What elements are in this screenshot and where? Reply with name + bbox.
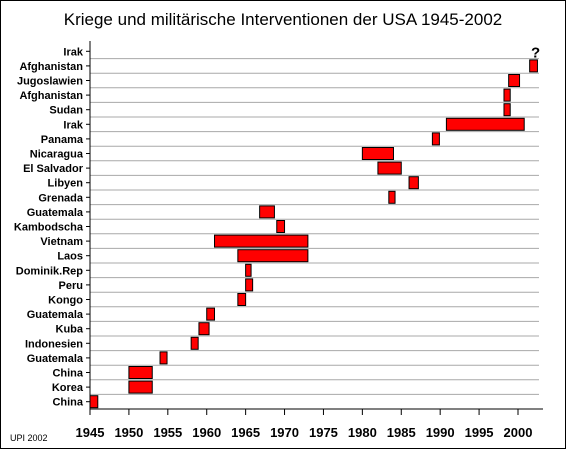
bar-7 bbox=[361, 147, 394, 160]
bar-1 bbox=[529, 59, 538, 73]
category-label: China bbox=[52, 368, 83, 380]
chart-title: Kriege und militärische Interventionen d… bbox=[63, 10, 503, 29]
x-tick-label: 1970 bbox=[270, 425, 299, 440]
category-label: Peru bbox=[59, 280, 83, 292]
bar-18 bbox=[206, 307, 216, 321]
x-tick-label: 1975 bbox=[309, 425, 338, 440]
category-label: Dominik.Rep bbox=[16, 265, 84, 277]
category-label: El Salvador bbox=[23, 163, 84, 175]
category-label: Irak bbox=[63, 46, 83, 58]
bar-15 bbox=[245, 263, 252, 277]
bar-4 bbox=[503, 103, 511, 117]
category-label: Sudan bbox=[49, 105, 83, 117]
source-credit: UPI 2002 bbox=[10, 433, 48, 443]
category-label: Libyen bbox=[48, 178, 84, 190]
bar-17 bbox=[237, 293, 247, 306]
category-label: Kambodscha bbox=[14, 222, 84, 234]
x-tick-label: 2000 bbox=[504, 425, 533, 440]
bar-20 bbox=[190, 336, 199, 350]
category-label: Vietnam bbox=[40, 236, 83, 248]
category-label: Kongo bbox=[48, 295, 83, 307]
bar-10 bbox=[388, 190, 396, 204]
category-label: Laos bbox=[57, 251, 83, 263]
category-label: Guatemala bbox=[27, 207, 84, 219]
bar-11 bbox=[259, 205, 275, 219]
x-tick-label: 1990 bbox=[426, 425, 455, 440]
bar-3 bbox=[503, 88, 511, 102]
bar-14 bbox=[237, 249, 309, 263]
bar-21 bbox=[159, 351, 168, 365]
x-tick-label: 1995 bbox=[465, 425, 494, 440]
category-label: Afghanistan bbox=[19, 90, 83, 102]
category-label: Afghanistan bbox=[19, 61, 83, 73]
category-label: Korea bbox=[52, 382, 84, 394]
category-label: Guatemala bbox=[27, 309, 84, 321]
x-tick-label: 1965 bbox=[231, 425, 260, 440]
category-label: Kuba bbox=[56, 324, 84, 336]
category-label: Jugoslawien bbox=[17, 76, 83, 88]
x-tick-label: 1960 bbox=[192, 425, 221, 440]
bar-5 bbox=[445, 117, 525, 131]
bar-19 bbox=[198, 322, 210, 336]
bar-9 bbox=[408, 176, 419, 190]
bar-12 bbox=[276, 220, 286, 233]
bar-13 bbox=[214, 234, 309, 248]
category-label: Indonesien bbox=[25, 338, 83, 350]
bar-23 bbox=[128, 380, 153, 394]
category-label: Guatemala bbox=[27, 353, 84, 365]
bar-22 bbox=[128, 366, 153, 379]
bar-6 bbox=[431, 132, 440, 146]
category-label: China bbox=[52, 397, 83, 409]
category-label: Panama bbox=[41, 134, 84, 146]
x-tick-label: 1980 bbox=[348, 425, 377, 440]
bar-16 bbox=[245, 278, 254, 292]
x-tick-label: 1985 bbox=[387, 425, 416, 440]
x-tick-label: 1955 bbox=[153, 425, 182, 440]
category-label: Irak bbox=[63, 119, 83, 131]
category-label: Nicaragua bbox=[30, 149, 84, 161]
bar-8 bbox=[377, 161, 402, 175]
x-tick-label: 1950 bbox=[114, 425, 143, 440]
bar-24 bbox=[89, 395, 99, 409]
x-tick-label: 1945 bbox=[76, 425, 105, 440]
annotation-label: ? bbox=[531, 44, 540, 61]
category-label: Grenada bbox=[38, 192, 84, 204]
bar-2 bbox=[508, 74, 521, 87]
